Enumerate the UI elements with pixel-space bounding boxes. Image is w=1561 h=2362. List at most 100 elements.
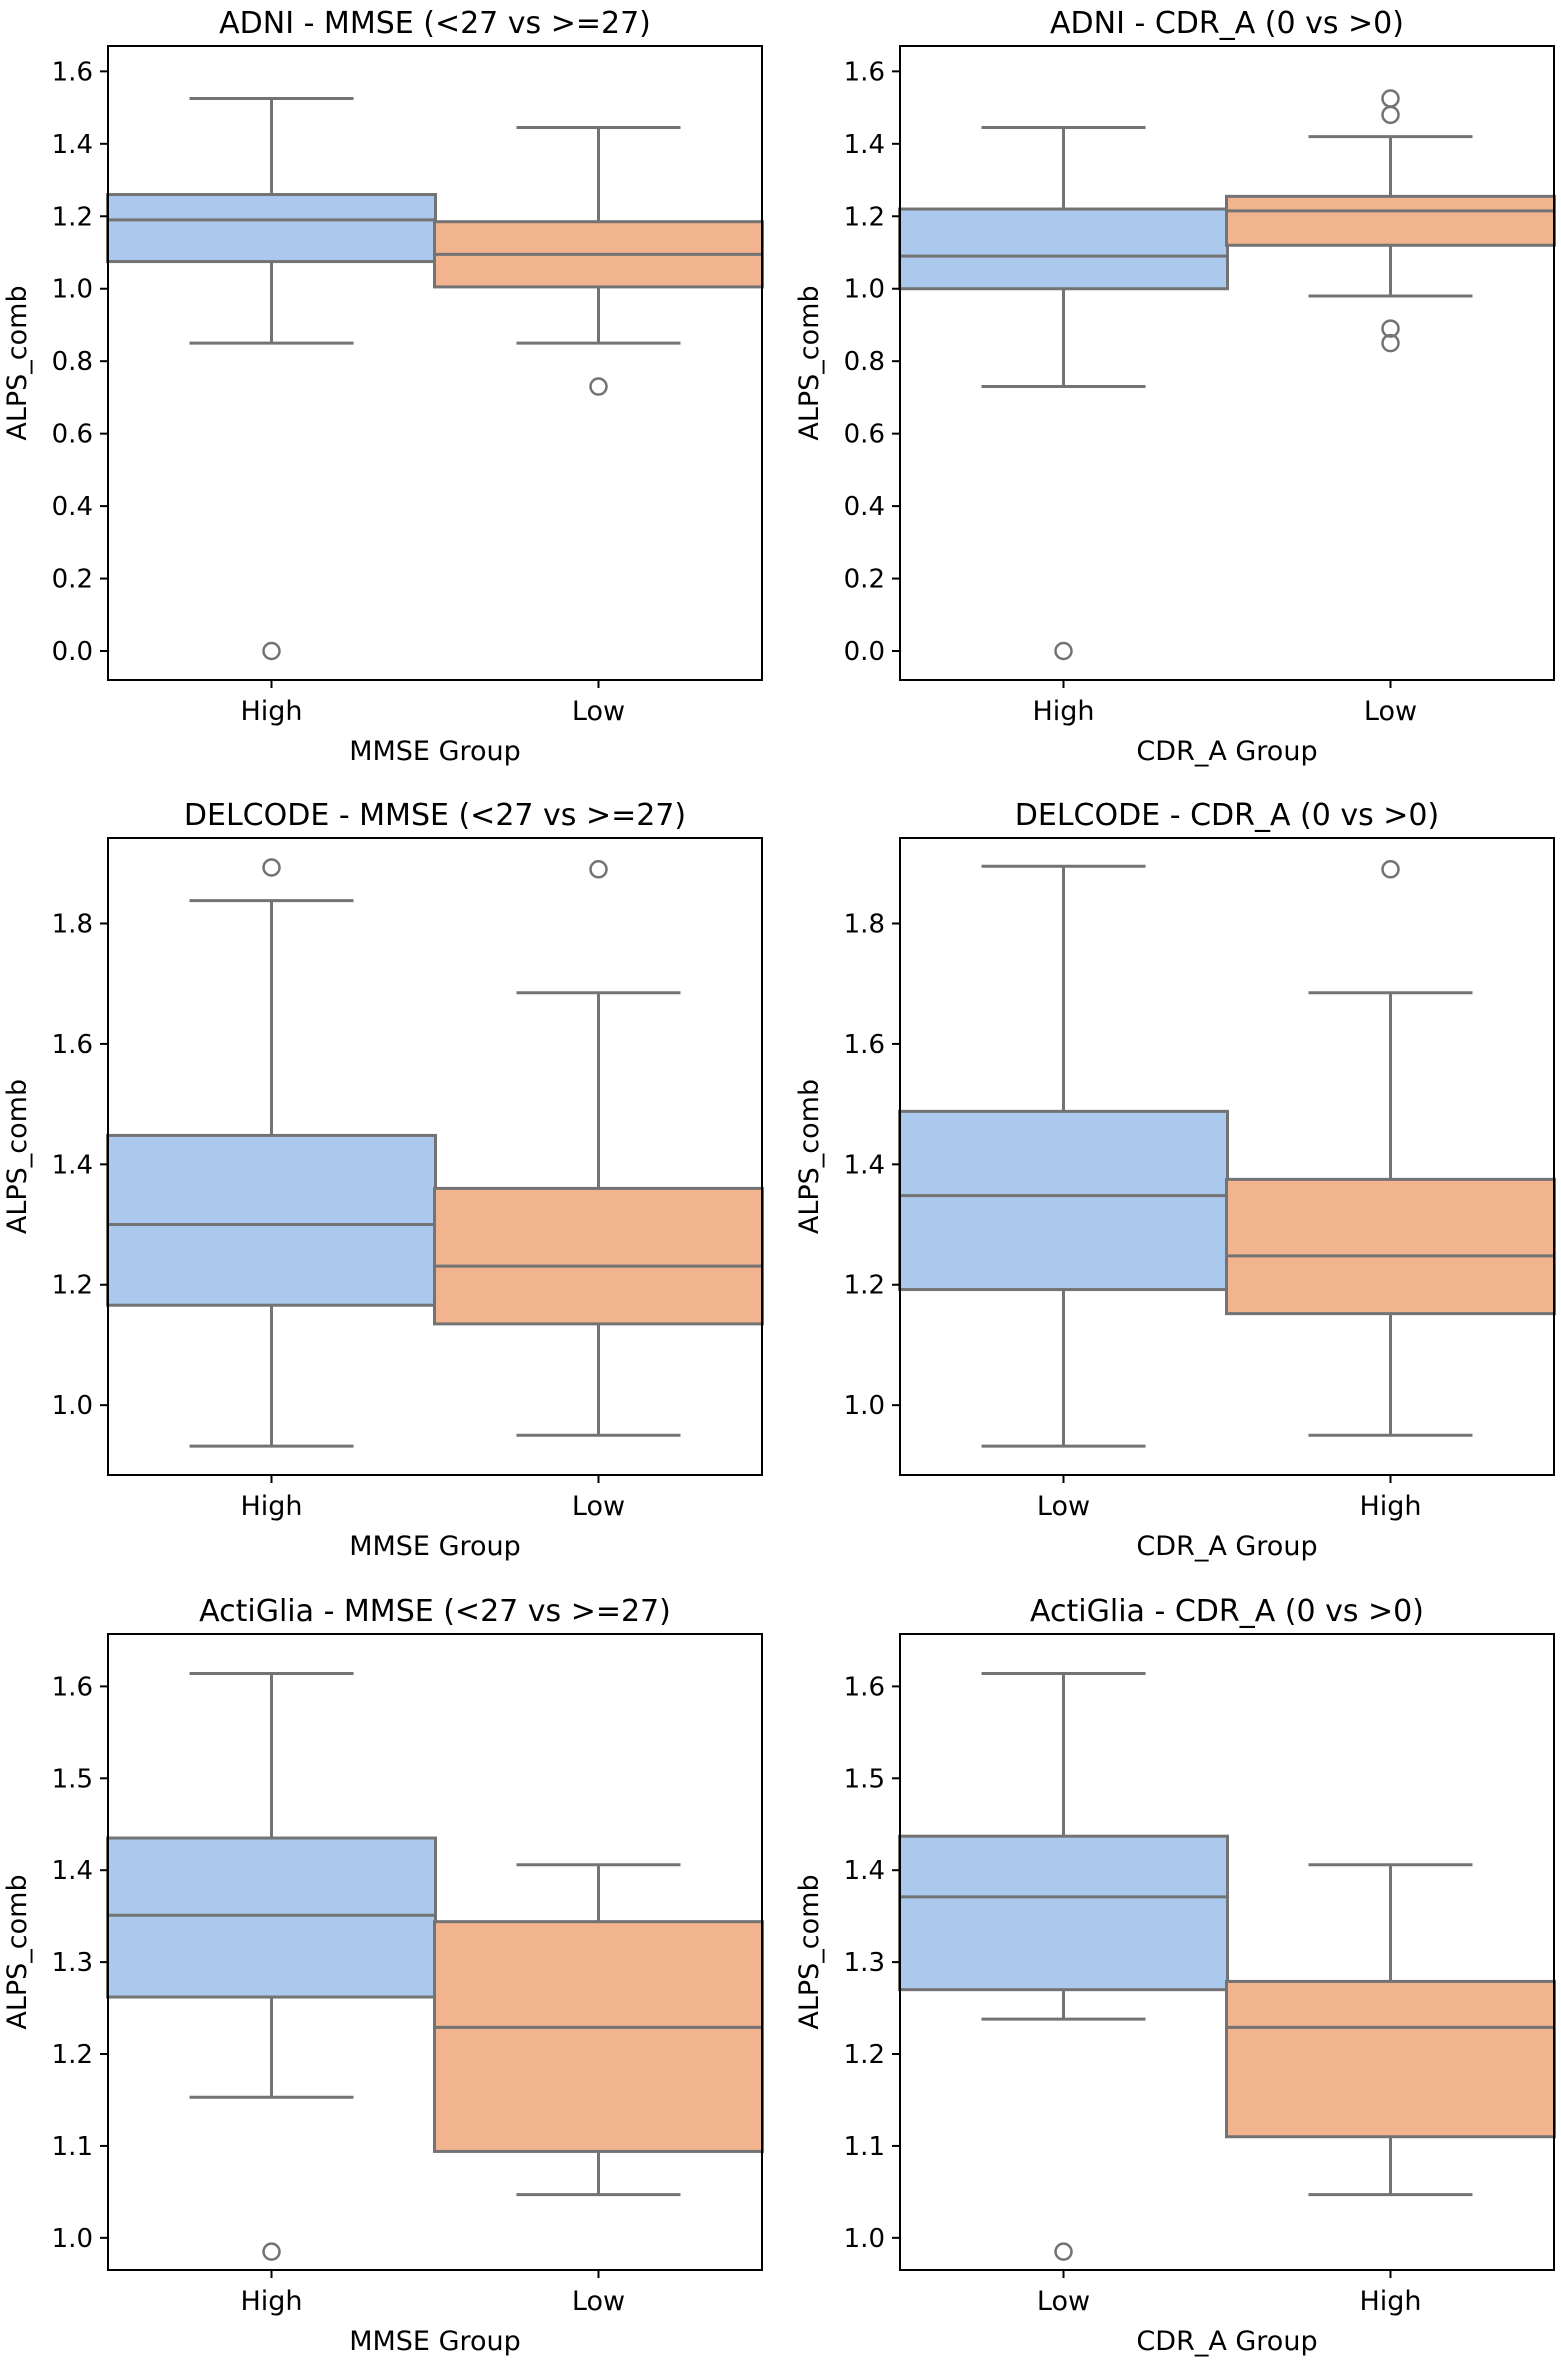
- y-tick-label: 1.6: [52, 57, 93, 87]
- x-axis-label: CDR_A Group: [1136, 1531, 1317, 1562]
- box-high: [1225, 860, 1556, 1437]
- y-tick-label: 1.6: [844, 57, 885, 87]
- outlier-point: [1054, 641, 1073, 661]
- y-axis-label: ALPS_comb: [794, 1079, 825, 1234]
- y-tick-label: 1.2: [52, 202, 93, 232]
- iqr-box: [433, 1186, 764, 1326]
- chart-panel-4: DELCODE - CDR_A (0 vs >0) 1.0 1.2 1.4 1.6 1.8…: [794, 798, 1556, 1562]
- chart-panel-2: ADNI - CDR_A (0 vs >0) 0.0 0.2 0.4 0.6 0.8 1.0…: [794, 6, 1556, 767]
- box-high: [1225, 1863, 1556, 2197]
- y-tick-label: 1.0: [844, 2224, 885, 2254]
- box-low: [898, 864, 1229, 1448]
- y-tick-label: 1.6: [52, 1030, 93, 1060]
- x-tick-label: High: [240, 2286, 302, 2317]
- x-tick-label: High: [240, 696, 302, 727]
- y-tick-label: 1.4: [52, 130, 93, 160]
- y-tick-label: 0.6: [844, 420, 885, 450]
- iqr-box: [106, 1133, 437, 1307]
- chart-title: ActiGlia - MMSE (<27 vs >=27): [199, 1594, 671, 1629]
- y-tick-label: 1.8: [52, 909, 93, 939]
- y-tick-label: 0.6: [52, 420, 93, 450]
- iqr-box: [898, 207, 1229, 291]
- y-axis-label: ALPS_comb: [2, 1079, 33, 1234]
- y-tick-label: 1.4: [52, 1150, 93, 1180]
- x-tick-label: Low: [572, 696, 625, 727]
- y-tick-label: 1.4: [52, 1856, 93, 1886]
- y-tick-label: 1.8: [844, 909, 885, 939]
- y-tick-label: 1.4: [844, 1150, 885, 1180]
- y-tick-label: 0.4: [844, 492, 885, 522]
- plot-frame: [107, 45, 763, 681]
- x-tick-label: High: [240, 1491, 302, 1522]
- y-tick-label: 0.0: [844, 637, 885, 667]
- iqr-box: [898, 1834, 1229, 1992]
- chart-panel-6: ActiGlia - CDR_A (0 vs >0) 1.0 1.1 1.2 1.3 1.…: [794, 1594, 1556, 2357]
- y-tick-label: 0.2: [844, 565, 885, 595]
- box-low: [433, 860, 764, 1437]
- y-axis-label: ALPS_comb: [2, 1874, 33, 2029]
- x-tick-label: Low: [572, 2286, 625, 2317]
- outlier-point: [262, 2242, 281, 2261]
- y-tick-label: 1.4: [844, 130, 885, 160]
- outlier-point: [1054, 2242, 1073, 2261]
- x-tick-label: Low: [572, 1491, 625, 1522]
- iqr-box: [1225, 1979, 1556, 2139]
- y-axis-label: ALPS_comb: [794, 1874, 825, 2029]
- x-axis-label: MMSE Group: [349, 2326, 521, 2357]
- y-tick-label: 1.6: [844, 1030, 885, 1060]
- outlier-point: [589, 860, 608, 879]
- outlier-point: [1381, 860, 1400, 879]
- box-high: [898, 126, 1229, 661]
- y-tick-label: 1.0: [844, 1391, 885, 1421]
- x-tick-label: Low: [1364, 696, 1417, 727]
- y-tick-label: 1.0: [52, 2224, 93, 2254]
- y-tick-label: 1.1: [52, 2132, 93, 2162]
- iqr-box: [106, 1836, 437, 1999]
- y-tick-label: 1.3: [844, 1948, 885, 1978]
- y-axis-label: ALPS_comb: [2, 285, 33, 440]
- outlier-point: [589, 377, 608, 396]
- x-tick-label: Low: [1037, 1491, 1090, 1522]
- chart-panel-5: ActiGlia - MMSE (<27 vs >=27) 1.0 1.1 1.2 1.…: [2, 1594, 764, 2357]
- x-axis-label: MMSE Group: [349, 736, 521, 767]
- y-tick-label: 1.2: [844, 1271, 885, 1301]
- outlier-point: [262, 858, 281, 877]
- y-tick-label: 1.2: [844, 202, 885, 232]
- iqr-box: [1225, 194, 1556, 247]
- box-low: [1225, 89, 1556, 353]
- x-axis-label: CDR_A Group: [1136, 736, 1317, 767]
- y-tick-label: 1.5: [844, 1764, 885, 1794]
- y-tick-label: 1.6: [52, 1672, 93, 1702]
- y-tick-label: 1.6: [844, 1672, 885, 1702]
- y-tick-label: 1.2: [52, 2040, 93, 2070]
- box-low: [433, 126, 764, 396]
- box-high: [106, 858, 437, 1448]
- y-tick-label: 1.0: [52, 275, 93, 305]
- y-tick-label: 1.5: [52, 1764, 93, 1794]
- y-tick-label: 1.1: [844, 2132, 885, 2162]
- y-axis-label: ALPS_comb: [794, 285, 825, 440]
- y-tick-label: 0.2: [52, 565, 93, 595]
- plot-frame: [107, 1633, 763, 2271]
- y-tick-label: 1.2: [52, 1271, 93, 1301]
- y-tick-label: 0.4: [52, 492, 93, 522]
- chart-title: ADNI - MMSE (<27 vs >=27): [219, 6, 651, 41]
- iqr-box: [1225, 1177, 1556, 1316]
- y-tick-label: 1.3: [52, 1948, 93, 1978]
- x-tick-label: Low: [1037, 2286, 1090, 2317]
- chart-title: ADNI - CDR_A (0 vs >0): [1050, 6, 1404, 41]
- y-tick-label: 1.0: [844, 275, 885, 305]
- outlier-point: [1381, 89, 1400, 108]
- chart-panel-3: DELCODE - MMSE (<27 vs >=27) 1.0 1.2 1.4 1.6…: [2, 798, 764, 1562]
- plot-frame: [899, 45, 1555, 681]
- chart-panel-1: ADNI - MMSE (<27 vs >=27) 0.0 0.2 0.4 0.6 0.8…: [2, 6, 764, 767]
- chart-title: ActiGlia - CDR_A (0 vs >0): [1030, 1594, 1424, 1629]
- iqr-box: [898, 1109, 1229, 1292]
- iqr-box: [106, 193, 437, 264]
- box-high: [106, 1672, 437, 2261]
- plot-frame: [107, 837, 763, 1476]
- x-tick-label: High: [1359, 1491, 1421, 1522]
- box-low: [433, 1863, 764, 2197]
- y-tick-label: 0.8: [844, 347, 885, 377]
